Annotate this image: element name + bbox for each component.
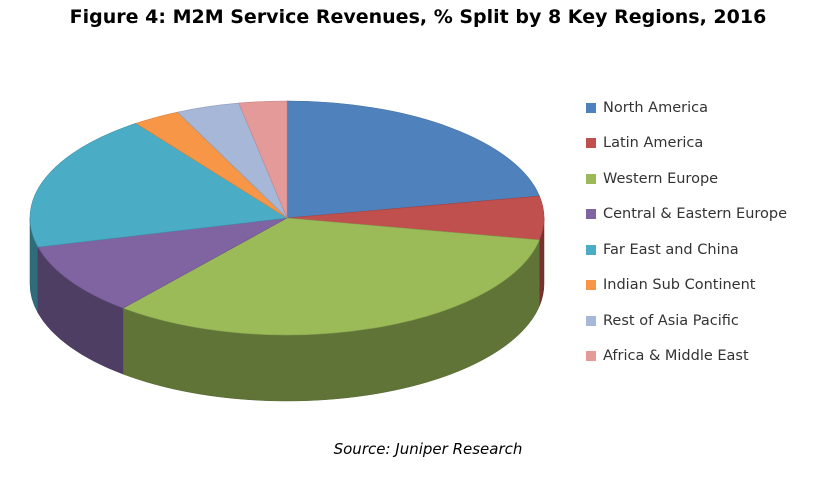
legend-swatch <box>586 315 596 326</box>
legend-label: Central & Eastern Europe <box>603 206 788 223</box>
legend-swatch <box>586 351 596 362</box>
chart-legend: North America Latin America Western Europe… <box>586 90 787 374</box>
legend-label: Rest of Asia Pacific <box>603 312 739 329</box>
legend-label: Indian Sub Continent <box>603 277 756 294</box>
legend-swatch <box>586 138 596 149</box>
legend-swatch <box>586 244 596 255</box>
pie-slice-africa-middle-east <box>238 100 288 219</box>
legend-item: Indian Sub Continent <box>586 268 787 304</box>
pie-slice-north-america <box>286 100 540 219</box>
legend-label: Western Europe <box>603 170 719 187</box>
legend-swatch <box>586 280 596 291</box>
chart-source: Source: Juniper Research <box>333 440 523 458</box>
legend-item: Far East and China <box>586 232 787 268</box>
legend-item: Africa & Middle East <box>586 339 787 375</box>
legend-label: North America <box>603 99 708 116</box>
legend-swatch <box>586 209 596 220</box>
pie-slice-far-east-and-china <box>29 123 288 248</box>
legend-item: Rest of Asia Pacific <box>586 303 787 339</box>
chart-title: Figure 4: M2M Service Revenues, % Split … <box>69 6 767 28</box>
legend-label: Latin America <box>603 135 704 152</box>
legend-item: Central & Eastern Europe <box>586 197 787 233</box>
pie-slice-central-eastern-europe <box>37 217 288 309</box>
legend-label: Africa & Middle East <box>603 348 749 365</box>
pie-slice-western-europe <box>122 217 540 336</box>
legend-swatch <box>586 173 596 184</box>
legend-swatch <box>586 102 596 113</box>
legend-item: Latin America <box>586 126 787 162</box>
legend-label: Far East and China <box>603 241 739 258</box>
legend-item: Western Europe <box>586 161 787 197</box>
legend-item: North America <box>586 90 787 126</box>
